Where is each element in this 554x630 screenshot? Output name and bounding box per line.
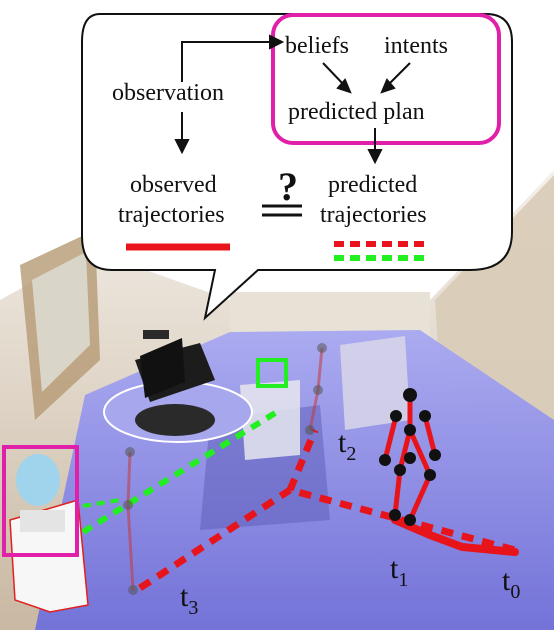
predicted-trajectories — [81, 407, 516, 591]
node-observation: observation — [112, 80, 224, 106]
node-beliefs: beliefs — [285, 33, 349, 59]
arrowhead-plan-left — [336, 78, 352, 94]
skeleton-spine-leg — [392, 398, 413, 516]
skeleton-joint — [404, 452, 416, 464]
node-predicted-plan: predicted plan — [288, 99, 425, 125]
ghost-joints — [123, 343, 327, 595]
arrowhead-beliefs — [269, 34, 285, 50]
predicted-trajectory-green-short — [82, 498, 121, 508]
time-label-t1: t1 — [390, 552, 408, 591]
speech-bubble: beliefs intents predicted plan observati… — [81, 13, 513, 321]
node-predicted-line1: predicted — [328, 172, 417, 198]
node-observed-line2: trajectories — [118, 202, 225, 228]
kinect-sensor — [143, 330, 169, 339]
back-wall — [230, 292, 430, 340]
arrowhead-observed — [174, 139, 190, 155]
chair-object — [340, 336, 410, 430]
target-box-green — [256, 358, 288, 388]
time-label-t2: t2 — [338, 426, 356, 465]
target-box-water-dispenser — [2, 445, 79, 557]
node-intents: intents — [384, 33, 448, 59]
left-window-pane — [32, 252, 90, 392]
arrow-observation-to-beliefs — [181, 41, 270, 82]
diagram-arrows — [174, 34, 411, 165]
skeleton-joint — [389, 509, 401, 521]
node-observed-line1: observed — [130, 172, 217, 198]
arrowhead-predicted — [367, 149, 383, 165]
arrow-beliefs-to-plan — [322, 62, 345, 86]
water-bottle — [16, 454, 60, 506]
skeleton-arm-right — [422, 415, 438, 456]
box-object — [240, 380, 300, 460]
mental-model-box — [271, 13, 501, 145]
skeleton-joint — [419, 410, 431, 422]
laptop-screen — [140, 338, 185, 398]
skeleton-joint-head — [403, 388, 417, 402]
observed-trajectory — [391, 516, 519, 556]
skeleton-arm-left — [382, 415, 399, 461]
predicted-trajectory-red-branch — [286, 428, 319, 492]
arrow-intents-to-plan — [387, 62, 411, 86]
arrowhead-plan-right — [380, 78, 396, 94]
predicted-trajectory-green — [81, 407, 282, 535]
robot-body — [135, 404, 215, 436]
skeleton-joints — [379, 388, 441, 526]
skeleton-joint — [424, 469, 436, 481]
time-label-t3: t3 — [180, 580, 198, 619]
skeleton-joint — [394, 464, 406, 476]
comparison-question-mark: ? — [278, 164, 298, 209]
skeleton-joint — [429, 449, 441, 461]
node-predicted-line2: trajectories — [320, 202, 427, 228]
skeleton-joint — [404, 424, 416, 436]
dispenser-panel — [20, 510, 65, 532]
skeleton-joint — [404, 514, 416, 526]
skeleton-joint — [379, 454, 391, 466]
time-labels: t2 t1 t0 t3 — [180, 426, 520, 619]
skeleton-joint — [390, 410, 402, 422]
robot — [103, 330, 253, 443]
time-label-t0: t0 — [502, 564, 520, 603]
